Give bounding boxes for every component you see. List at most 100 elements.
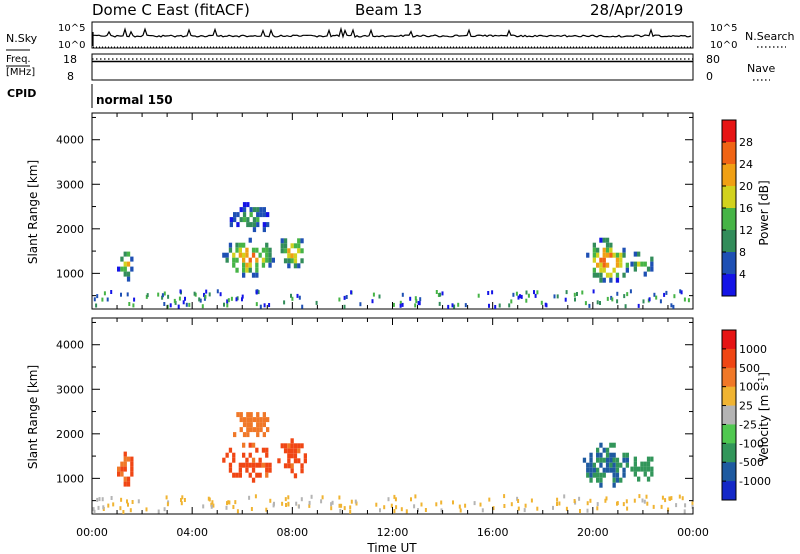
heatmap-cell [232, 252, 236, 258]
heatmap-cell [245, 252, 249, 258]
colorbar-swatch [722, 443, 736, 463]
heatmap-cell [584, 301, 587, 306]
heatmap-cell [605, 447, 610, 453]
heatmap-cell [182, 300, 185, 305]
heatmap-cell [236, 296, 239, 301]
heatmap-cell [290, 293, 292, 298]
heatmap-cell [625, 267, 629, 273]
heatmap-cell [517, 506, 520, 511]
heatmap-cell [232, 457, 236, 463]
heatmap-cell [249, 207, 253, 213]
heatmap-cell [229, 217, 233, 223]
heatmap-cell [166, 304, 169, 309]
heatmap-cell [290, 453, 294, 459]
colorbar-swatch [722, 330, 736, 350]
heatmap-cell [112, 502, 115, 507]
heatmap-cell [268, 303, 271, 307]
heatmap-cell [290, 253, 294, 259]
heatmap-cell [592, 252, 596, 258]
heatmap-cell [291, 296, 294, 301]
x-tick-labels: 00:00 04:00 08:00 12:00 16:00 20:00 00:00 [76, 526, 709, 539]
heatmap-cell [387, 497, 390, 502]
heatmap-cell [660, 504, 663, 509]
x-tick-label: 00:00 [76, 526, 108, 539]
heatmap-cell [503, 504, 506, 508]
heatmap-cell [166, 502, 169, 507]
heatmap-cell [255, 302, 258, 307]
heatmap-cell [599, 472, 603, 478]
heatmap-cell [265, 467, 269, 473]
heatmap-cell [447, 304, 450, 309]
heatmap-cell [250, 507, 253, 511]
heatmap-cell [239, 217, 243, 223]
heatmap-cell [643, 499, 646, 504]
freq-tick-bottom: 8 [67, 70, 74, 83]
heatmap-cell [640, 261, 644, 267]
heatmap-cell [293, 453, 298, 459]
heatmap-cell [122, 510, 125, 514]
heatmap-cell [101, 297, 104, 302]
velocity-colorbar-label-end: ] [757, 372, 771, 377]
colorbar-tick-label: 24 [739, 158, 753, 171]
heatmap-cell [605, 496, 608, 501]
heatmap-cell [255, 447, 259, 453]
heatmap-cell [633, 471, 637, 477]
heatmap-cell [290, 443, 294, 449]
y-tick-label: 3000 [56, 178, 84, 191]
heatmap-cell [120, 292, 122, 297]
colorbar-tick-label: -25 [739, 418, 757, 431]
heatmap-cell [602, 267, 606, 273]
heatmap-cell [228, 242, 233, 248]
heatmap-cell [290, 438, 294, 444]
heatmap-cell [646, 266, 651, 272]
colorbar-swatch [722, 208, 736, 231]
heatmap-cell [516, 496, 519, 501]
colorbar-tick-label: 16 [739, 202, 753, 215]
heatmap-cell [612, 467, 616, 473]
heatmap-cell [255, 257, 259, 263]
heatmap-cell [622, 252, 626, 258]
heatmap-cell [633, 266, 637, 272]
heatmap-cell [435, 290, 438, 294]
heatmap-cell [650, 456, 654, 462]
heatmap-cell [435, 502, 438, 507]
heatmap-cell [596, 252, 600, 258]
heatmap-cell [262, 412, 266, 418]
heatmap-cell [259, 417, 263, 423]
heatmap-cell [163, 302, 166, 306]
colorbar-tick-label: 1000 [739, 343, 767, 356]
heatmap-cell [258, 472, 262, 478]
heatmap-cell [232, 472, 236, 478]
heatmap-cell [242, 417, 247, 423]
freq-label: Freq. [6, 54, 31, 65]
heatmap-cell [255, 472, 259, 478]
heatmap-cell [110, 496, 113, 500]
heatmap-cell [553, 294, 556, 299]
heatmap-cell [602, 467, 606, 473]
heatmap-cell [287, 253, 291, 259]
heatmap-cell [257, 290, 260, 295]
heatmap-cell [303, 458, 307, 464]
heatmap-cell [619, 257, 623, 263]
heatmap-cell [293, 458, 298, 464]
heatmap-cell [252, 427, 257, 433]
heatmap-cell [287, 448, 291, 454]
nave-label: Nave [747, 62, 775, 75]
heatmap-cell [265, 462, 269, 468]
x-tick-label: 16:00 [477, 526, 509, 539]
heatmap-cell [216, 289, 219, 294]
cpid-label: CPID [7, 87, 36, 100]
heatmap-cell [401, 302, 404, 307]
heatmap-cell [103, 291, 106, 296]
heatmap-cell [477, 293, 480, 298]
heatmap-cell [670, 303, 673, 308]
heatmap-cell [249, 417, 253, 423]
heatmap-cell [265, 447, 269, 453]
heatmap-cell [349, 509, 352, 514]
heatmap-cell [602, 237, 606, 243]
colorbar-frame [721, 329, 737, 501]
heatmap-cell [199, 298, 202, 303]
x-tick-label: 20:00 [577, 526, 609, 539]
heatmap-cell [259, 304, 262, 309]
heatmap-cell [298, 295, 301, 300]
